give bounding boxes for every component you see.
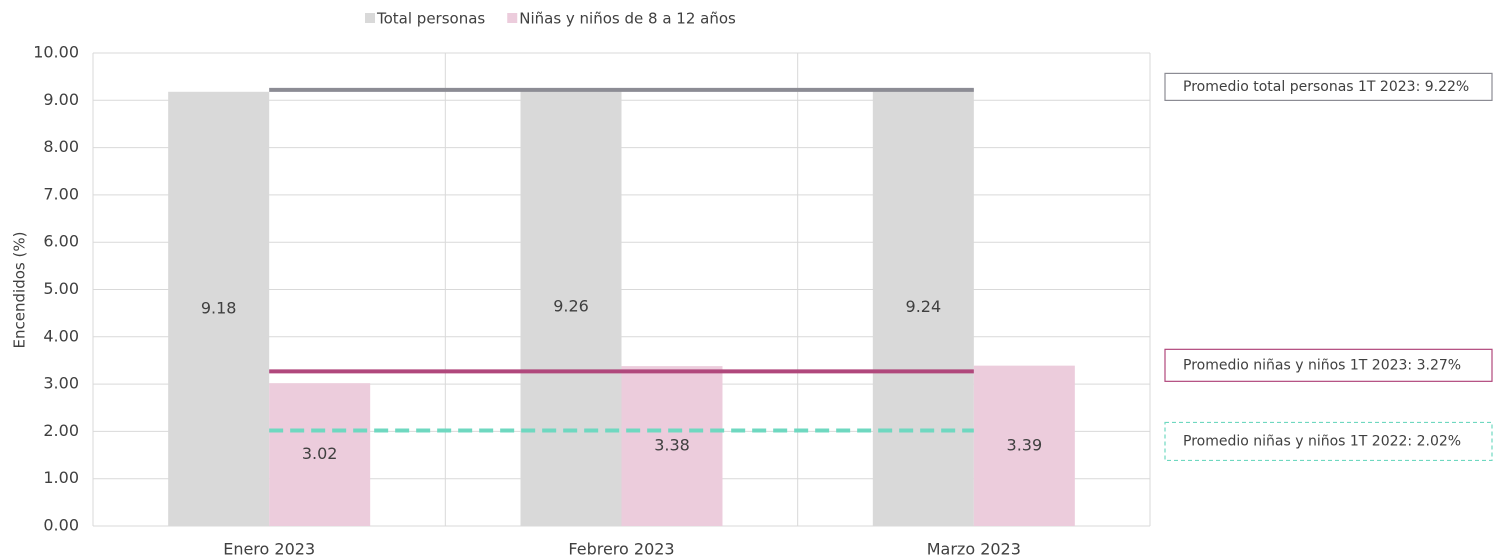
data-label: 3.38 (654, 436, 690, 455)
annotation-box (1164, 421, 1493, 462)
legend-label: Niñas y niños de 8 a 12 años (519, 10, 736, 28)
legend-swatch (365, 13, 375, 23)
legend-label: Total personas (376, 10, 485, 28)
annotation-label: Promedio niñas y niños 1T 2022: 2.02% (1183, 433, 1461, 449)
y-tick-label: 5.00 (43, 279, 79, 298)
bar (168, 91, 270, 526)
y-tick-label: 7.00 (43, 184, 79, 203)
annotation-box (1164, 348, 1493, 382)
y-axis-label: Encendidos (%) (11, 232, 29, 349)
annotation-label: Promedio niñas y niños 1T 2023: 3.27% (1183, 357, 1461, 373)
x-tick-label: Enero 2023 (223, 540, 315, 558)
bar (973, 365, 1075, 526)
y-tick-label: 9.00 (43, 90, 79, 109)
x-tick-label: Marzo 2023 (927, 540, 1021, 558)
annotation-label: Promedio total personas 1T 2023: 9.22% (1183, 79, 1469, 95)
legend-swatch (507, 13, 518, 23)
data-label: 9.24 (906, 297, 942, 316)
y-tick-label: 1.00 (43, 468, 79, 487)
y-tick-label: 0.00 (43, 516, 79, 535)
bar (269, 383, 371, 526)
x-tick-label: Febrero 2023 (568, 540, 674, 558)
data-label: 3.02 (302, 444, 338, 463)
y-tick-label: 10.00 (33, 43, 79, 62)
y-tick-label: 8.00 (43, 137, 79, 156)
y-tick-label: 4.00 (43, 326, 79, 345)
bar (520, 88, 622, 526)
bar (621, 366, 723, 526)
data-label: 9.18 (201, 298, 237, 317)
annotation-box (1164, 72, 1493, 101)
y-tick-label: 2.00 (43, 421, 79, 440)
y-tick-label: 3.00 (43, 374, 79, 393)
y-tick-label: 6.00 (43, 232, 79, 251)
bar (872, 88, 974, 526)
data-label: 3.39 (1007, 435, 1043, 454)
data-label: 9.26 (553, 297, 589, 316)
